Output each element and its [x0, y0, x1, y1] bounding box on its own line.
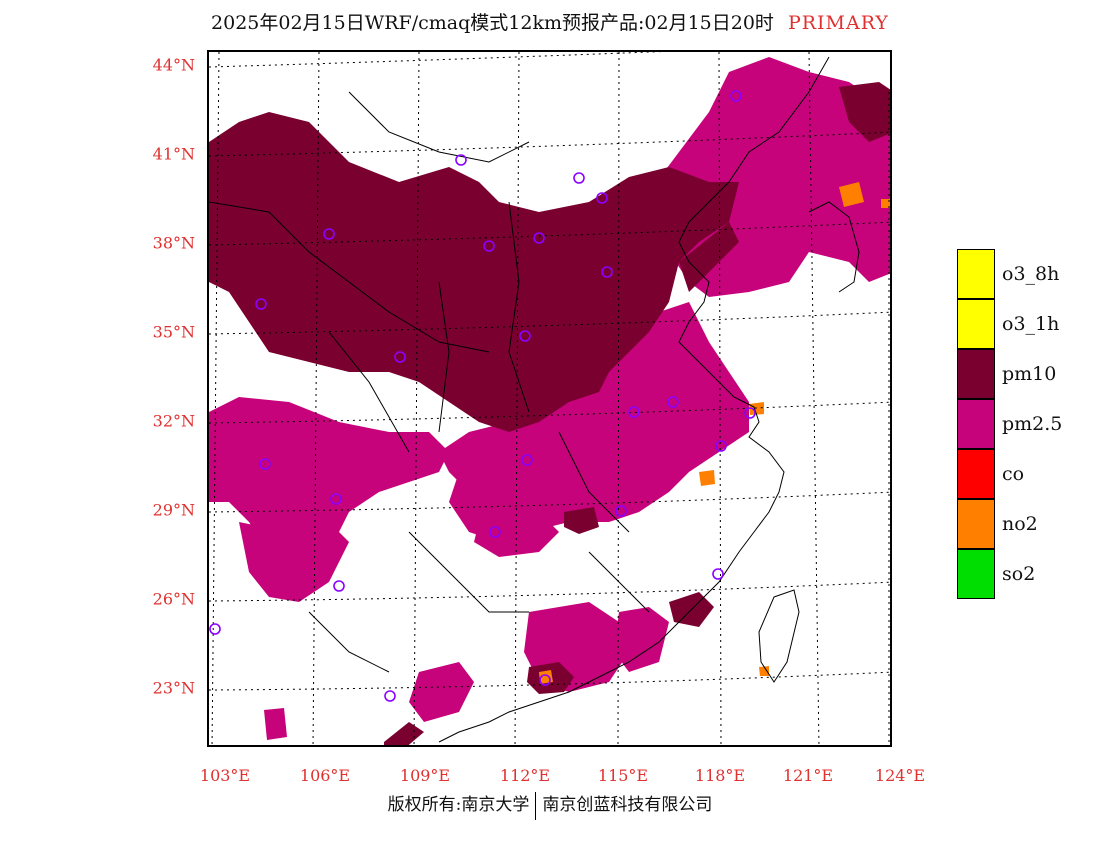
- lat-label-44: 44°N: [152, 55, 195, 75]
- pm10-layer: [209, 82, 890, 745]
- copyright-right: 南京创蓝科技有限公司: [542, 795, 713, 815]
- station-marker: [712, 568, 724, 580]
- station-marker: [519, 330, 531, 342]
- station-marker: [209, 623, 221, 635]
- pm10-shandong-edge: [679, 222, 739, 292]
- legend-label: pm10: [1002, 363, 1057, 385]
- lon-label-112: 112°E: [499, 766, 551, 785]
- station-marker: [539, 674, 551, 686]
- lon-label-118: 118°E: [694, 766, 746, 785]
- legend-swatch: [957, 549, 995, 599]
- station-marker: [667, 396, 679, 408]
- no2-jiangsu: [699, 470, 715, 486]
- legend-swatch: [957, 299, 995, 349]
- lon-label-124: 124°E: [874, 766, 926, 785]
- forecast-map: [207, 50, 892, 747]
- lon-label-106: 106°E: [299, 766, 351, 785]
- pm10-north-china: [209, 112, 739, 432]
- legend-swatch: [957, 249, 995, 299]
- pm25-guangxi: [409, 662, 474, 722]
- no2-layer: [539, 182, 890, 684]
- legend-swatch: [957, 449, 995, 499]
- station-marker: [384, 690, 396, 702]
- title-text: 2025年02月15日WRF/cmaq模式12km预报产品:02月15日20时: [211, 12, 774, 34]
- map-canvas: [209, 52, 890, 745]
- station-marker: [715, 440, 727, 452]
- copyright-left: 版权所有:南京大学: [387, 795, 530, 815]
- lat-label-23: 23°N: [152, 678, 195, 698]
- coastline: [209, 56, 860, 743]
- primary-label: PRIMARY: [787, 12, 889, 34]
- legend-swatch: [957, 399, 995, 449]
- pm10-northeast: [839, 82, 890, 142]
- lat-label-26: 26°N: [152, 589, 195, 609]
- legend-label: co: [1002, 463, 1025, 485]
- legend-label: so2: [1002, 563, 1036, 585]
- pm25-layer: [209, 57, 890, 740]
- station-marker: [394, 351, 406, 363]
- lon-label-121: 121°E: [782, 766, 834, 785]
- lon-label-109: 109°E: [399, 766, 451, 785]
- pm10-guangxi-patch: [384, 722, 424, 745]
- no2-korea-2: [881, 199, 890, 208]
- legend-label: no2: [1002, 513, 1038, 535]
- station-marker: [330, 493, 342, 505]
- station-marker: [333, 580, 345, 592]
- lat-label-41: 41°N: [152, 144, 195, 164]
- lat-label-35: 35°N: [152, 322, 195, 342]
- station-marker: [323, 228, 335, 240]
- copyright-footer: 版权所有:南京大学 南京创蓝科技有限公司: [0, 790, 1100, 820]
- pm25-east-central: [439, 302, 749, 532]
- station-marker: [628, 406, 640, 418]
- pm25-southwest: [209, 397, 449, 562]
- station-marker: [255, 298, 267, 310]
- no2-shanghai: [749, 402, 764, 415]
- station-marker: [489, 526, 501, 538]
- pm25-northeast: [649, 57, 890, 297]
- legend-label: o3_8h: [1002, 263, 1060, 285]
- coast-line: [438, 56, 830, 743]
- no2-taiwan-south: [759, 666, 769, 676]
- pm25-hainan: [264, 708, 287, 740]
- lat-label-29: 29°N: [152, 500, 195, 520]
- station-marker: [601, 266, 613, 278]
- legend-swatch: [957, 499, 995, 549]
- lat-label-38: 38°N: [152, 233, 195, 253]
- taiwan-outline: [758, 589, 800, 683]
- korea-coast: [808, 201, 860, 293]
- station-marker: [259, 458, 271, 470]
- station-marker: [455, 154, 467, 166]
- pm25-sichuan-south: [239, 522, 349, 602]
- lat-label-32: 32°N: [152, 411, 195, 431]
- station-marker: [533, 232, 545, 244]
- station-markers: [209, 90, 756, 702]
- no2-korea: [839, 182, 864, 207]
- station-marker: [483, 240, 495, 252]
- legend-label: pm2.5: [1002, 413, 1063, 435]
- station-marker: [730, 90, 742, 102]
- legend-swatch: [957, 349, 995, 399]
- station-marker: [573, 172, 585, 184]
- map-title: 2025年02月15日WRF/cmaq模式12km预报产品:02月15日20时 P…: [0, 8, 1100, 35]
- pm10-jiangxi: [564, 507, 599, 534]
- legend-label: o3_1h: [1002, 313, 1060, 335]
- station-marker: [521, 454, 533, 466]
- station-marker: [615, 505, 627, 517]
- pm25-hunan: [474, 512, 559, 557]
- lon-label-103: 103°E: [199, 766, 251, 785]
- station-marker: [744, 407, 756, 419]
- pm25-guangdong-east: [614, 607, 669, 672]
- station-marker: [596, 192, 608, 204]
- footer-separator: [535, 791, 537, 820]
- graticule: [209, 52, 890, 745]
- lon-label-115: 115°E: [597, 766, 649, 785]
